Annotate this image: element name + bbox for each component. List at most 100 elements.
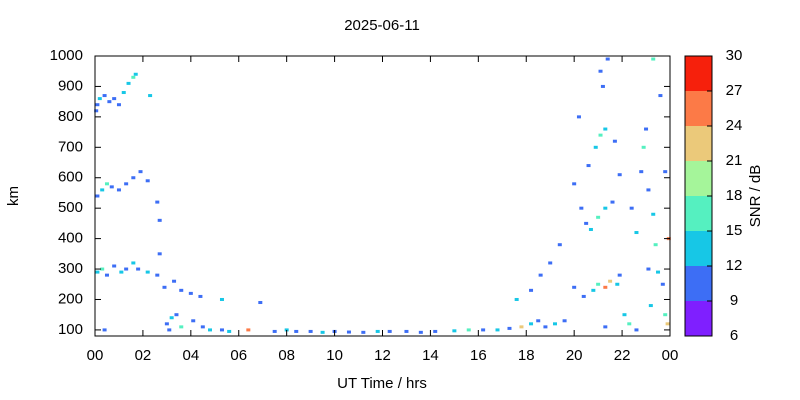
data-point — [581, 294, 586, 298]
data-point — [131, 261, 136, 265]
data-point — [538, 273, 543, 277]
data-point — [663, 313, 668, 317]
colorbar-band — [685, 301, 712, 336]
data-point — [164, 322, 169, 326]
data-point — [663, 170, 668, 174]
data-point — [596, 215, 601, 219]
data-point — [598, 69, 603, 73]
colorbar-band — [685, 161, 712, 196]
y-tick-label: 700 — [58, 138, 83, 155]
data-point — [466, 328, 471, 332]
y-tick-label: 100 — [58, 321, 83, 338]
colorbar-band — [685, 231, 712, 266]
colorbar-band — [685, 126, 712, 161]
data-point — [584, 221, 589, 225]
colorbar-band — [685, 91, 712, 126]
y-tick-label: 400 — [58, 230, 83, 247]
data-point — [529, 288, 534, 292]
data-point — [112, 264, 117, 268]
colorbar-band — [685, 266, 712, 301]
data-point — [375, 329, 380, 333]
data-point — [660, 282, 665, 286]
data-point — [612, 139, 617, 143]
x-tick-label: 20 — [566, 347, 583, 364]
data-point — [104, 273, 109, 277]
data-point — [404, 329, 409, 333]
data-point — [157, 218, 162, 222]
data-point — [100, 267, 105, 271]
colorbar-tick-label: 21 — [726, 152, 743, 169]
colorbar-tick-label: 12 — [726, 257, 743, 274]
data-point — [95, 270, 100, 274]
data-point — [639, 170, 644, 174]
data-point — [162, 285, 167, 289]
y-tick-label: 200 — [58, 290, 83, 307]
colorbar-tick-label: 30 — [726, 47, 743, 64]
data-point — [116, 188, 121, 192]
data-point — [172, 279, 177, 283]
x-tick-label: 02 — [135, 347, 152, 364]
data-point — [308, 329, 313, 333]
data-point — [284, 328, 289, 332]
data-point — [608, 279, 613, 283]
data-point — [617, 273, 622, 277]
data-point — [102, 94, 107, 98]
data-point — [514, 297, 519, 301]
data-point — [320, 330, 325, 334]
x-tick-label: 14 — [422, 347, 439, 364]
chart-title: 2025-06-11 — [344, 17, 420, 34]
data-point — [174, 313, 179, 317]
colorbar-tick-label: 27 — [726, 82, 743, 99]
colorbar-tick-label: 9 — [730, 292, 738, 309]
data-point — [418, 330, 423, 334]
data-point — [617, 173, 622, 177]
data-point — [433, 329, 438, 333]
x-tick-label: 04 — [182, 347, 199, 364]
data-point — [653, 243, 658, 247]
data-point — [100, 188, 105, 192]
data-point — [155, 200, 160, 204]
data-point — [576, 115, 581, 119]
data-point — [131, 176, 136, 180]
y-tick-label: 800 — [58, 108, 83, 125]
data-point — [598, 133, 603, 137]
data-point — [648, 304, 653, 308]
data-point — [588, 227, 593, 231]
data-point — [615, 282, 620, 286]
x-tick-label: 12 — [374, 347, 391, 364]
x-tick-label: 00 — [662, 347, 679, 364]
data-point — [179, 288, 184, 292]
data-point — [145, 179, 150, 183]
data-point — [169, 316, 174, 320]
data-point — [131, 75, 136, 79]
data-point — [656, 270, 661, 274]
data-point — [104, 182, 109, 186]
data-point — [95, 194, 100, 198]
data-point — [646, 267, 651, 271]
data-point — [246, 328, 251, 332]
data-point — [586, 164, 591, 168]
data-point — [361, 330, 366, 334]
data-point — [622, 313, 627, 317]
x-tick-label: 06 — [230, 347, 247, 364]
data-point — [536, 319, 541, 323]
x-axis-label: UT Time / hrs — [337, 375, 427, 392]
data-point — [507, 326, 512, 330]
data-point — [548, 261, 553, 265]
data-point — [208, 328, 212, 332]
data-point — [121, 91, 126, 95]
data-point — [145, 270, 150, 274]
data-point — [200, 325, 205, 329]
data-point — [116, 103, 121, 107]
plot-frame — [94, 55, 671, 337]
data-point — [294, 329, 299, 333]
data-point — [258, 301, 263, 305]
data-point — [119, 270, 124, 274]
data-point — [562, 319, 567, 323]
data-point — [227, 329, 232, 333]
data-point — [603, 285, 608, 289]
data-point — [634, 231, 639, 235]
data-point — [579, 206, 584, 210]
data-point — [112, 97, 117, 101]
